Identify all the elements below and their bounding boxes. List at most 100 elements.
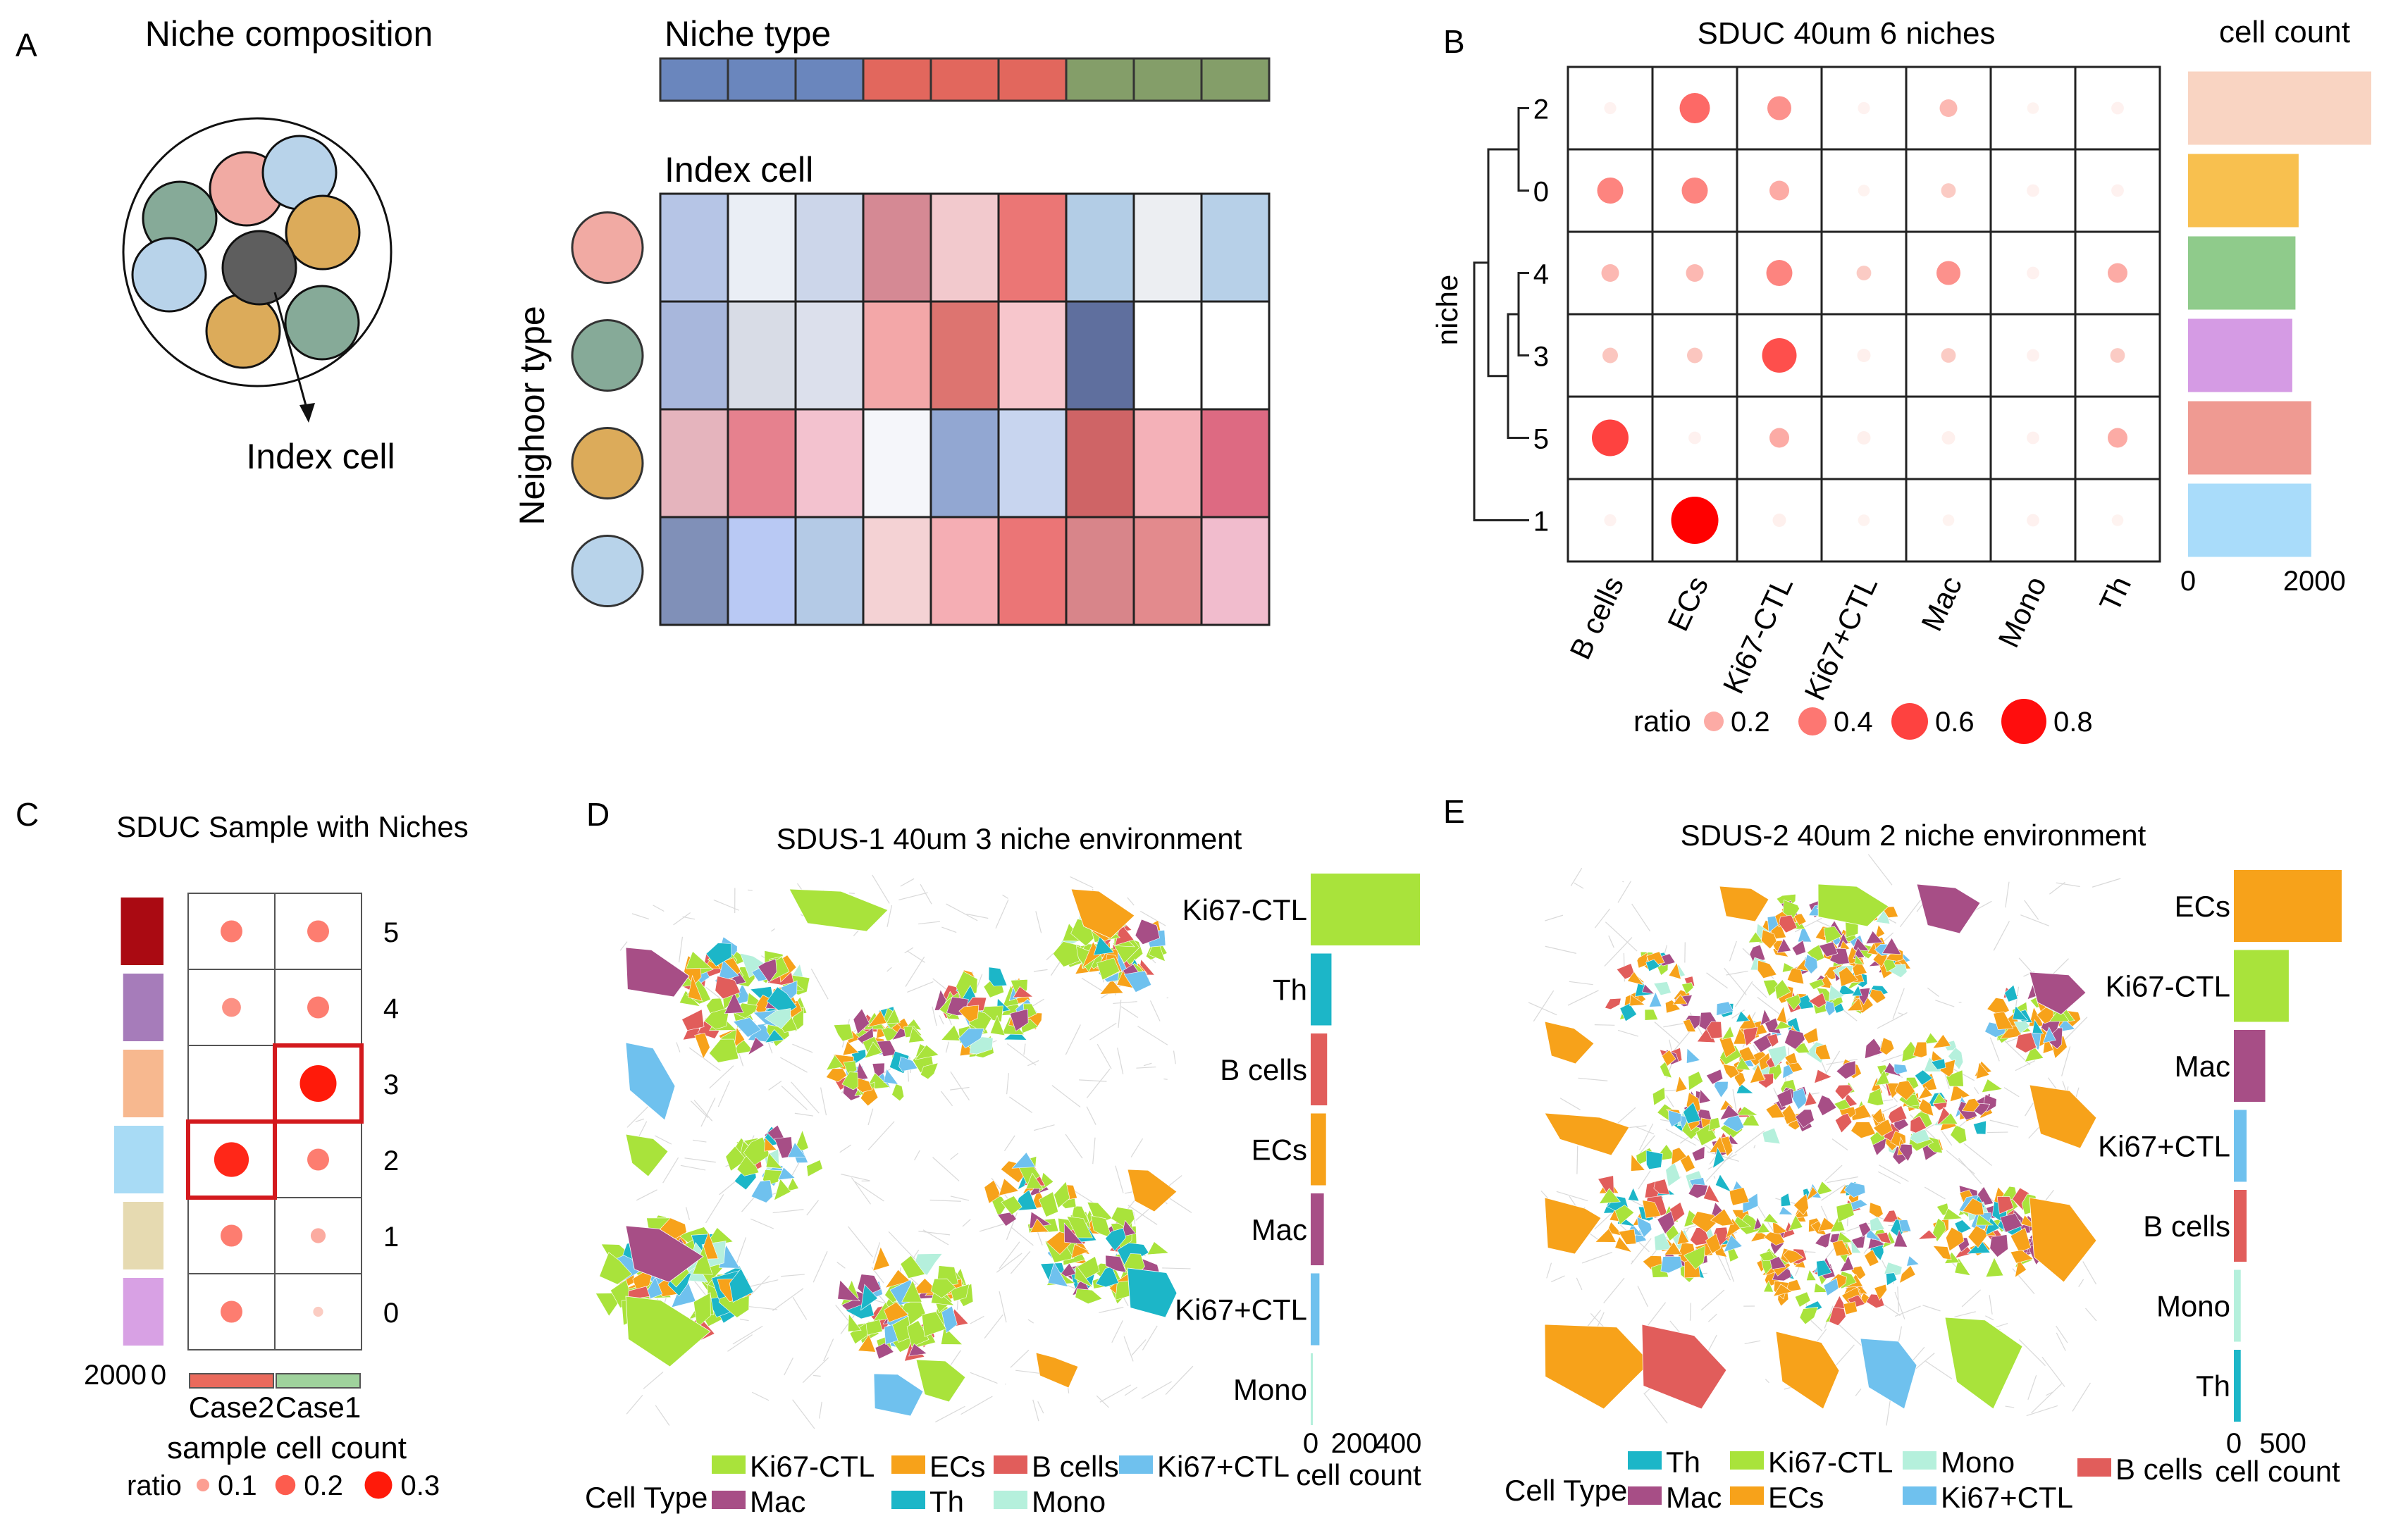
panel-d-cell-polygon bbox=[930, 1278, 956, 1298]
panel-e-cell-polygon bbox=[1854, 954, 1865, 965]
heatmap-cell bbox=[997, 408, 1068, 518]
niche-label: 4 bbox=[1533, 259, 1549, 290]
panel-d-mesh-edge bbox=[794, 1112, 814, 1117]
orange-cell bbox=[205, 293, 281, 369]
panel-e-cell-polygon bbox=[1872, 1119, 1893, 1137]
panel-d-bar bbox=[1311, 1033, 1328, 1105]
panel-d-mesh-edge bbox=[768, 1081, 782, 1091]
panel-e-mesh-edge bbox=[1706, 972, 1728, 989]
panel-e-mesh-edge bbox=[1608, 935, 1614, 948]
panel-e-cell-polygon bbox=[1852, 960, 1867, 976]
panel-label-b: B bbox=[1443, 23, 1465, 60]
panel-e-cell-polygon bbox=[1774, 979, 1791, 1000]
panel-d-mesh-edge bbox=[781, 1086, 808, 1110]
heatmap-cell bbox=[1065, 516, 1135, 626]
heatmap-cell bbox=[1132, 516, 1203, 626]
panel-e-cell-polygon bbox=[1779, 1206, 1794, 1215]
panel-d-mesh-edge bbox=[690, 1100, 709, 1119]
panel-d-mesh-edge bbox=[739, 1318, 749, 1322]
niche-label: 3 bbox=[1533, 342, 1549, 373]
panel-e-cell-polygon bbox=[1950, 1124, 1967, 1144]
panel-e-cell-polygon bbox=[1906, 1255, 1920, 1267]
panel-e-mesh-edge bbox=[1729, 940, 1737, 962]
panel-e-cell-polygon bbox=[2004, 984, 2018, 1002]
panel-d-mesh-edge bbox=[841, 1174, 870, 1181]
panel-e-mesh-edge bbox=[2082, 1261, 2097, 1285]
panel-e-mesh-edge bbox=[1753, 1145, 1756, 1149]
panel-e-edge-polygon bbox=[1641, 1324, 1727, 1410]
panel-e-cell-polygon bbox=[1948, 1047, 1964, 1070]
panel-e-mesh-edge bbox=[1989, 1037, 2000, 1062]
panel-e-cell-polygon bbox=[1722, 1064, 1740, 1079]
panel-e-cell-polygon bbox=[1851, 1122, 1876, 1139]
panel-d-mesh-edge bbox=[643, 1371, 664, 1389]
panel-e-mesh-edge bbox=[1551, 1275, 1565, 1283]
panel-e-cell-polygon bbox=[1669, 1202, 1686, 1224]
panel-e-mesh-edge bbox=[1631, 1260, 1633, 1262]
panel-e-cell-polygon bbox=[1843, 1301, 1858, 1315]
panel-d-cell-polygon bbox=[743, 1136, 770, 1166]
panel-d-mesh-edge bbox=[1136, 1066, 1156, 1069]
panel-e-cell-polygon bbox=[1708, 1117, 1721, 1131]
panel-e-cell-polygon bbox=[1723, 1234, 1743, 1253]
panel-e-mesh-edge bbox=[1855, 1389, 1862, 1396]
panel-d-mesh-edge bbox=[810, 968, 829, 1000]
panel-e-category-label: Th bbox=[2196, 1370, 2230, 1403]
panel-e-edge-polygon bbox=[1775, 1331, 1840, 1410]
panel-d-mesh-edge bbox=[888, 1231, 917, 1261]
niche-label: 4 bbox=[383, 993, 399, 1024]
heatmap-cell bbox=[1200, 300, 1271, 411]
panel-e-mesh-edge bbox=[1631, 1238, 1652, 1265]
panel-d-title: SDUS-1 40um 3 niche environment bbox=[777, 822, 1242, 855]
panel-d-mesh-edge bbox=[813, 1251, 828, 1283]
ratio-dot bbox=[307, 1148, 329, 1171]
panel-e-cell-polygon bbox=[1985, 1257, 2004, 1278]
panel-e-legend-label: Mono bbox=[1941, 1446, 2015, 1479]
panel-e-cell-polygon bbox=[1870, 1216, 1885, 1231]
panel-e-mesh-edge bbox=[1878, 1171, 1901, 1184]
panel-d-legend-label: Ki67+CTL bbox=[1157, 1450, 1290, 1483]
ratio-dot bbox=[1941, 431, 1956, 445]
panel-e-cell-polygon bbox=[1932, 1217, 1946, 1243]
panel-d-cell-polygon bbox=[765, 1008, 791, 1029]
panel-e-cell-polygon bbox=[1817, 1095, 1837, 1117]
panel-d-mesh-edge bbox=[940, 1091, 953, 1107]
heatmap-cell bbox=[997, 516, 1068, 626]
panel-d-mesh-edge bbox=[685, 1207, 691, 1220]
panel-d-cell-polygon bbox=[884, 1269, 911, 1288]
panel-e-cell-polygon bbox=[1760, 929, 1777, 950]
panel-e-mesh-edge bbox=[2031, 1383, 2063, 1414]
panel-d-cell-polygon bbox=[921, 1311, 947, 1337]
panel-d-cell-polygon bbox=[774, 1136, 793, 1159]
panel-e-mesh-edge bbox=[2056, 882, 2080, 888]
panel-e-mesh-edge bbox=[1528, 1002, 1557, 1016]
sample-count-tick: 2000 bbox=[84, 1360, 147, 1391]
ratio-dot bbox=[2027, 349, 2039, 362]
panel-d-cell-polygon bbox=[984, 1179, 1001, 1204]
panel-d-legend-swatch bbox=[994, 1491, 1027, 1509]
panel-d-mesh-edge bbox=[848, 1226, 873, 1258]
panel-d-bar bbox=[1311, 874, 1420, 945]
panel-d-legend-label: ECs bbox=[929, 1450, 985, 1483]
panel-e-cell-polygon bbox=[1756, 1222, 1771, 1234]
panel-e-cell-polygon bbox=[1869, 1202, 1884, 1219]
panel-e-cell-polygon bbox=[1804, 954, 1818, 974]
size-legend-dot bbox=[2001, 699, 2046, 744]
panel-d-cell-polygon bbox=[1039, 1191, 1058, 1217]
heatmap-cell bbox=[794, 408, 865, 518]
ratio-dot bbox=[1592, 419, 1629, 457]
panel-e-mesh-edge bbox=[1886, 1400, 1891, 1426]
cell-count-bar bbox=[2188, 483, 2311, 557]
panel-d-mesh-edge bbox=[693, 1100, 713, 1122]
panel-e-mesh-edge bbox=[1545, 914, 1564, 921]
panel-d-cell-polygon bbox=[882, 1026, 901, 1043]
ratio-dot bbox=[1671, 497, 1719, 544]
panel-e-cell-polygon bbox=[1858, 1222, 1872, 1238]
panel-d-mesh-edge bbox=[984, 1314, 1003, 1339]
panel-d-cell-polygon bbox=[765, 1029, 784, 1043]
panel-d-cell-polygon bbox=[908, 1343, 927, 1357]
panel-e-mesh-edge bbox=[2056, 1325, 2068, 1343]
panel-d-mesh-edge bbox=[1173, 1050, 1176, 1064]
panel-d-cell-polygon bbox=[1093, 936, 1114, 956]
panel-e-mesh-edge bbox=[1556, 1191, 1588, 1202]
